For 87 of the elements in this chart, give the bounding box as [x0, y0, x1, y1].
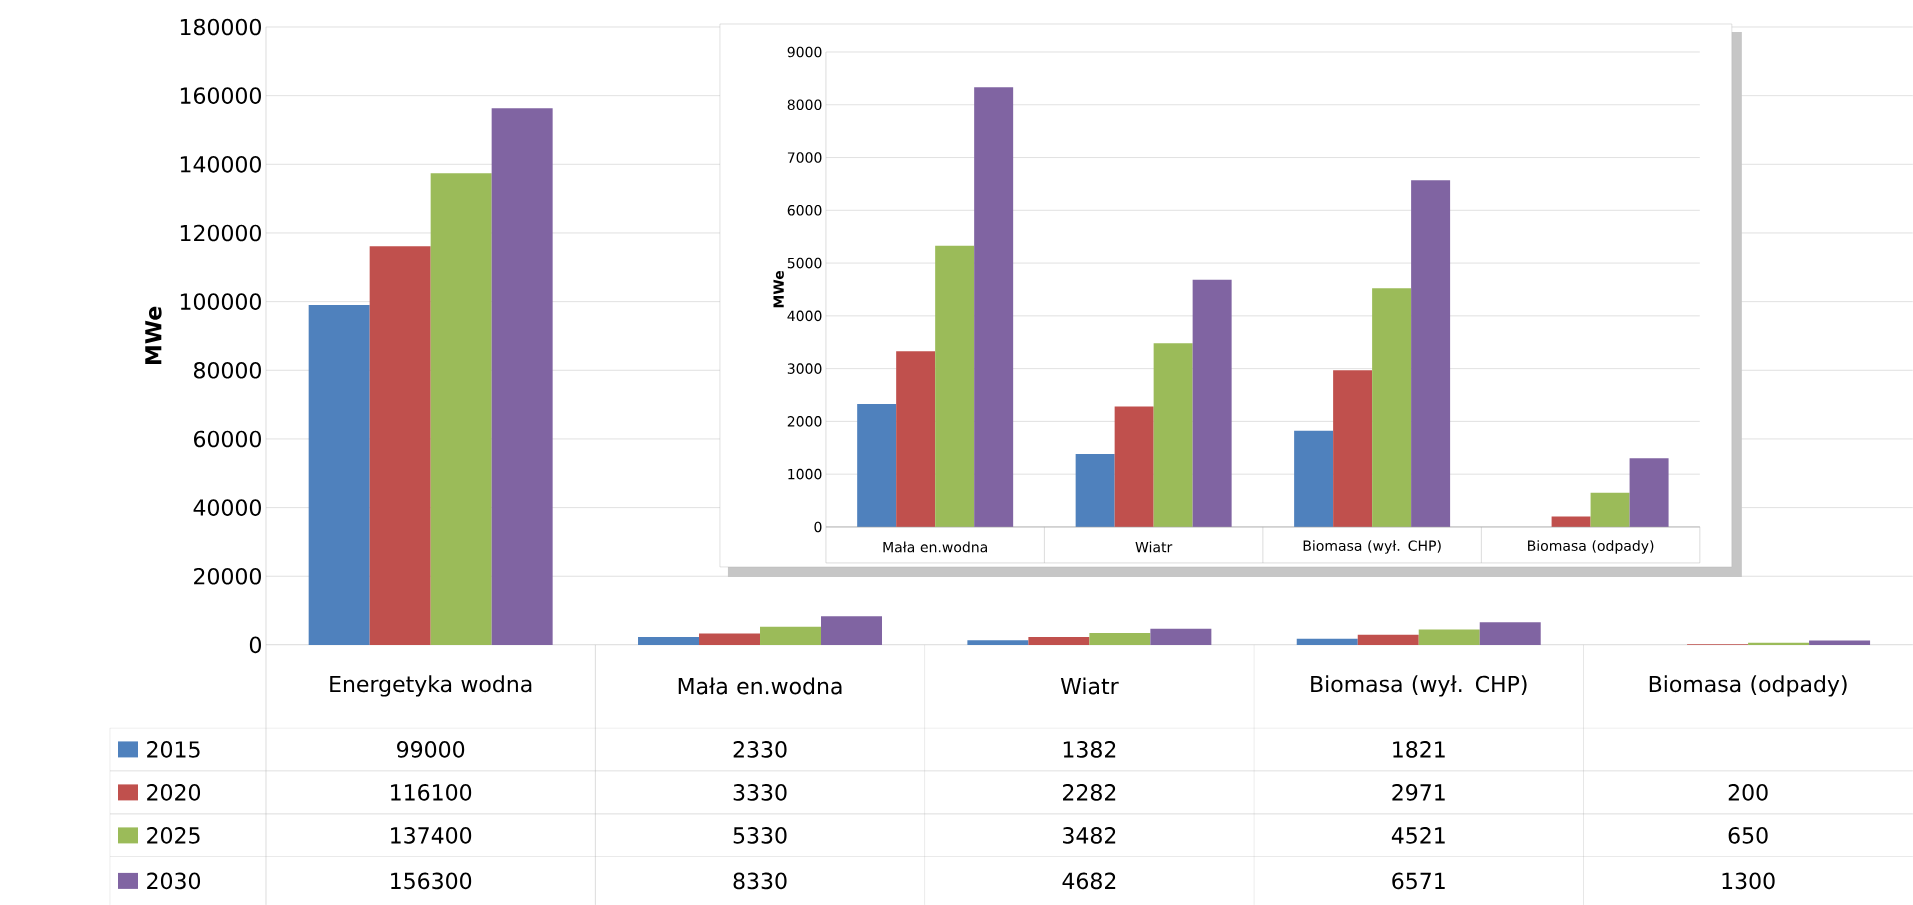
bar — [1296, 638, 1358, 645]
bar — [1629, 458, 1669, 527]
bar — [967, 640, 1029, 645]
data-label: 2971 — [1392, 784, 1445, 801]
bar — [1333, 370, 1373, 527]
x-tick-label: Biomasa (wył. CHP) — [1311, 675, 1527, 697]
y-tick-label: 1000 — [788, 468, 822, 480]
bar — [1075, 453, 1115, 527]
bar — [1114, 406, 1154, 527]
y-tick-label: 3000 — [787, 363, 822, 374]
bar — [1479, 622, 1541, 645]
bar — [896, 351, 936, 527]
data-label: 4682 — [1062, 872, 1116, 890]
bar — [308, 305, 370, 645]
data-label: 4521 — [1391, 827, 1445, 844]
data-label: 1821 — [1393, 741, 1445, 758]
bar — [974, 87, 1014, 527]
bar — [935, 245, 975, 527]
bar — [821, 616, 883, 645]
y-tick-label: 120000 — [180, 224, 261, 242]
y-axis-title: MWe — [773, 270, 784, 308]
y-tick-label: 20000 — [194, 567, 261, 585]
bar — [1372, 288, 1412, 527]
x-tick-label: Wiatr — [1060, 677, 1119, 695]
bar — [1089, 632, 1151, 645]
y-tick-label: 180000 — [180, 18, 261, 36]
y-tick-label: 60000 — [194, 430, 261, 448]
bar — [1411, 180, 1451, 527]
x-tick-label: Biomasa (odpady) — [1649, 675, 1847, 697]
bar — [1551, 516, 1591, 527]
x-tick-label: Wiatr — [1135, 541, 1173, 553]
bar — [1418, 629, 1480, 645]
data-label: 1382 — [1063, 741, 1116, 758]
y-tick-label: 80000 — [193, 361, 261, 379]
legend-label: 2030 — [147, 872, 201, 890]
data-label: 1300 — [1722, 872, 1775, 890]
bar — [430, 173, 492, 645]
bar — [1809, 640, 1871, 645]
bar — [1294, 430, 1334, 527]
y-tick-label: 0 — [249, 636, 261, 654]
data-label: 650 — [1728, 827, 1768, 844]
data-label: 99000 — [397, 741, 465, 758]
data-label: 6571 — [1392, 872, 1445, 890]
data-label: 5330 — [733, 827, 787, 844]
bar — [369, 246, 431, 645]
y-tick-label: 7000 — [787, 152, 822, 163]
y-tick-label: 40000 — [193, 499, 261, 516]
data-label: 3482 — [1063, 827, 1116, 844]
legend-label: 2015 — [147, 741, 200, 758]
x-tick-label: Energetyka wodna — [330, 675, 532, 697]
bar — [760, 626, 822, 645]
bar — [1028, 637, 1090, 645]
bar — [1590, 492, 1630, 527]
x-tick-label: Biomasa (wył. CHP) — [1303, 540, 1441, 554]
data-label: 116100 — [391, 784, 472, 801]
bar — [1357, 634, 1419, 645]
y-tick-label: 140000 — [180, 155, 261, 173]
bar — [699, 633, 761, 645]
y-tick-label: 0 — [814, 521, 822, 533]
legend-label: 2025 — [147, 827, 200, 844]
bar — [1192, 279, 1232, 527]
x-tick-label: Biomasa (odpady) — [1528, 540, 1654, 554]
data-label: 2330 — [733, 741, 787, 758]
bar — [1748, 642, 1810, 645]
data-label: 200 — [1728, 784, 1768, 801]
data-label: 8330 — [733, 872, 787, 890]
y-tick-label: 8000 — [787, 99, 822, 111]
data-label: 3330 — [733, 784, 787, 801]
y-tick-label: 160000 — [180, 87, 261, 104]
x-tick-label: Mała en.wodna — [678, 677, 842, 695]
bar — [1153, 343, 1193, 527]
bar — [638, 636, 700, 645]
y-tick-label: 9000 — [787, 46, 822, 58]
y-tick-label: 4000 — [787, 310, 822, 322]
y-axis-title: MWe — [145, 306, 162, 365]
y-tick-label: 2000 — [787, 416, 822, 427]
bar — [857, 403, 897, 527]
y-tick-label: 5000 — [787, 257, 822, 269]
data-label: 156300 — [391, 872, 472, 890]
bar — [491, 108, 553, 645]
bar — [1150, 628, 1212, 645]
legend-label: 2020 — [147, 784, 201, 801]
y-tick-label: 100000 — [180, 293, 261, 310]
y-tick-label: 6000 — [787, 204, 822, 216]
data-label: 137400 — [391, 827, 472, 844]
data-label: 2282 — [1063, 784, 1116, 801]
x-tick-label: Mała en.wodna — [883, 541, 987, 553]
